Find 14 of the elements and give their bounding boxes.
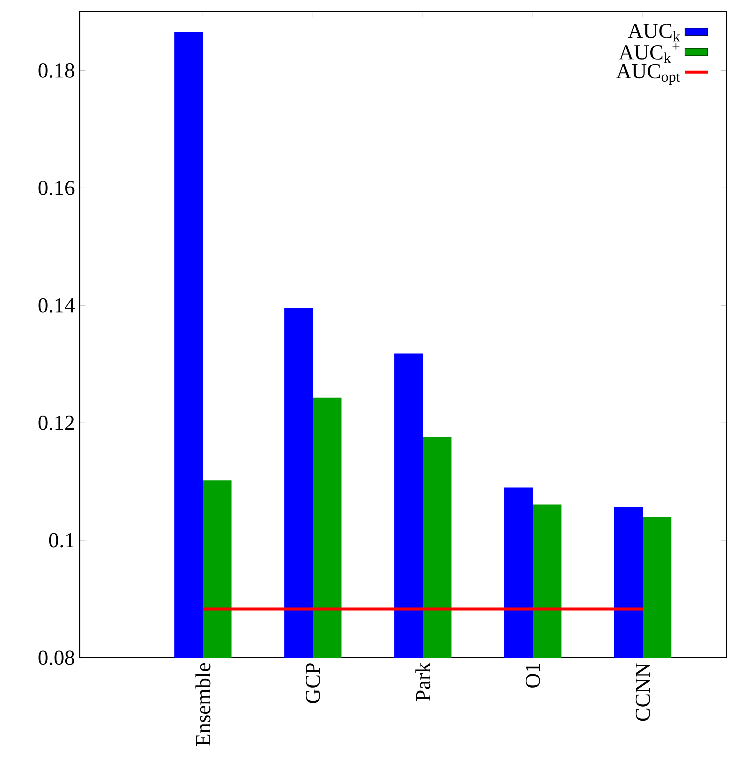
x-tick-label: Park [416, 662, 431, 702]
legend-label: AUC$_{k}$ [628, 24, 680, 42]
x-tick-label: Ensemble [196, 663, 211, 746]
y-tick-label: 0.16 [38, 180, 75, 196]
y-tick-label: 0.12 [38, 416, 74, 430]
y-tick-label: 0.08 [38, 650, 74, 666]
x-tick-label: GCP [306, 664, 320, 704]
x-tick-label: CCNN [636, 663, 650, 722]
x-tick-label: O1 [526, 664, 540, 688]
legend-label: AUC$_{k}$+ [619, 42, 680, 64]
legend-label: AUC$_{opt}$ [616, 64, 680, 86]
y-tick-label: 0.1 [49, 533, 74, 548]
y-tick-label: 0.18 [38, 63, 74, 78]
y-tick-label: 0.14 [38, 298, 75, 313]
